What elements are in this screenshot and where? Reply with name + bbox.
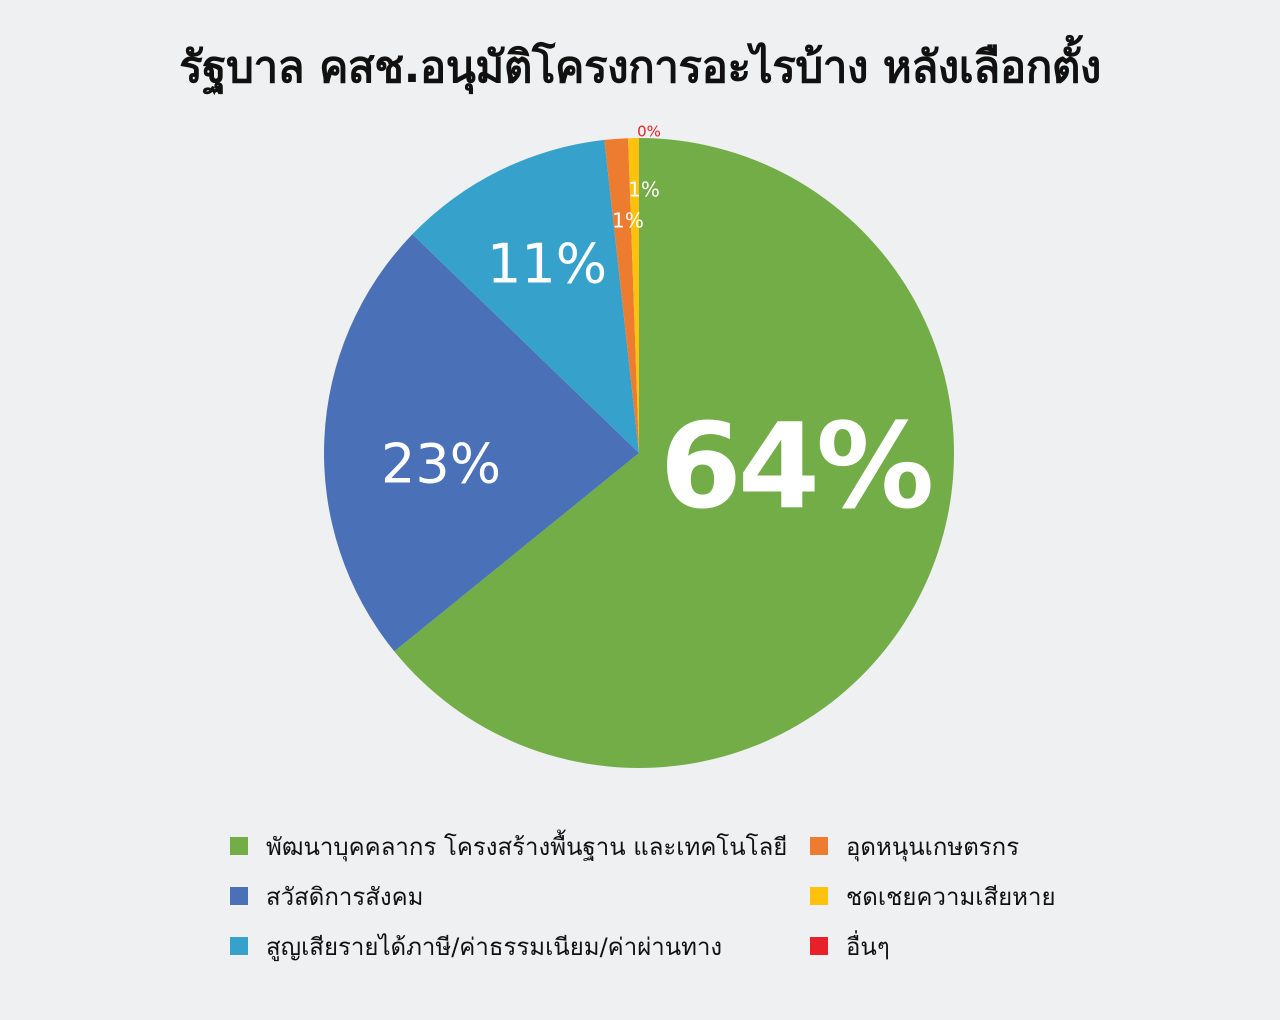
legend-swatch-compensation	[810, 887, 828, 905]
legend-label-farmer-subsidy: อุดหนุนเกษตรกร	[846, 832, 1020, 861]
legend-label-other: อื่นๆ	[846, 932, 890, 961]
pie-chart: 64%23%11%1%1%0%	[323, 123, 955, 768]
legend-swatch-development	[230, 837, 248, 855]
legend-label-welfare: สวัสดิการสังคม	[266, 882, 424, 911]
legend-label-development: พัฒนาบุคคลากร โครงสร้างพื้นฐาน และเทคโนโ…	[266, 832, 788, 861]
legend-swatch-revenue-loss	[230, 937, 248, 955]
pie-label-revenue-loss: 11%	[487, 233, 607, 296]
pie-slice-compensation	[628, 138, 639, 453]
chart-title: รัฐบาล คสช.อนุมัติโครงการอะไรบ้าง หลังเล…	[179, 42, 1101, 93]
pie-label-farmer-subsidy: 1%	[612, 209, 644, 233]
pie-label-welfare: 23%	[381, 433, 501, 496]
legend-swatch-other	[810, 937, 828, 955]
legend-item-farmer-subsidy: อุดหนุนเกษตรกร	[810, 826, 1019, 866]
pie-label-development: 64%	[660, 397, 931, 535]
pie-slice-welfare	[323, 234, 639, 652]
legend-swatch-welfare	[230, 887, 248, 905]
pie-slice-development	[394, 138, 955, 768]
legend-label-revenue-loss: สูญเสียรายได้ภาษี/ค่าธรรมเนียม/ค่าผ่านทา…	[266, 932, 723, 961]
legend-item-development: พัฒนาบุคคลากร โครงสร้างพื้นฐาน และเทคโนโ…	[230, 826, 787, 866]
legend-item-other: อื่นๆ	[810, 926, 890, 966]
pie-slice-revenue-loss	[412, 139, 639, 453]
pie-slice-farmer-subsidy	[604, 138, 639, 453]
legend-item-compensation: ชดเชยความเสียหาย	[810, 876, 1056, 916]
legend-label-compensation: ชดเชยความเสียหาย	[846, 882, 1056, 911]
legend-swatch-farmer-subsidy	[810, 837, 828, 855]
pie-label-compensation: 1%	[628, 178, 660, 202]
legend-item-revenue-loss: สูญเสียรายได้ภาษี/ค่าธรรมเนียม/ค่าผ่านทา…	[230, 926, 722, 966]
pie-label-other: 0%	[637, 123, 661, 141]
legend-item-welfare: สวัสดิการสังคม	[230, 876, 424, 916]
